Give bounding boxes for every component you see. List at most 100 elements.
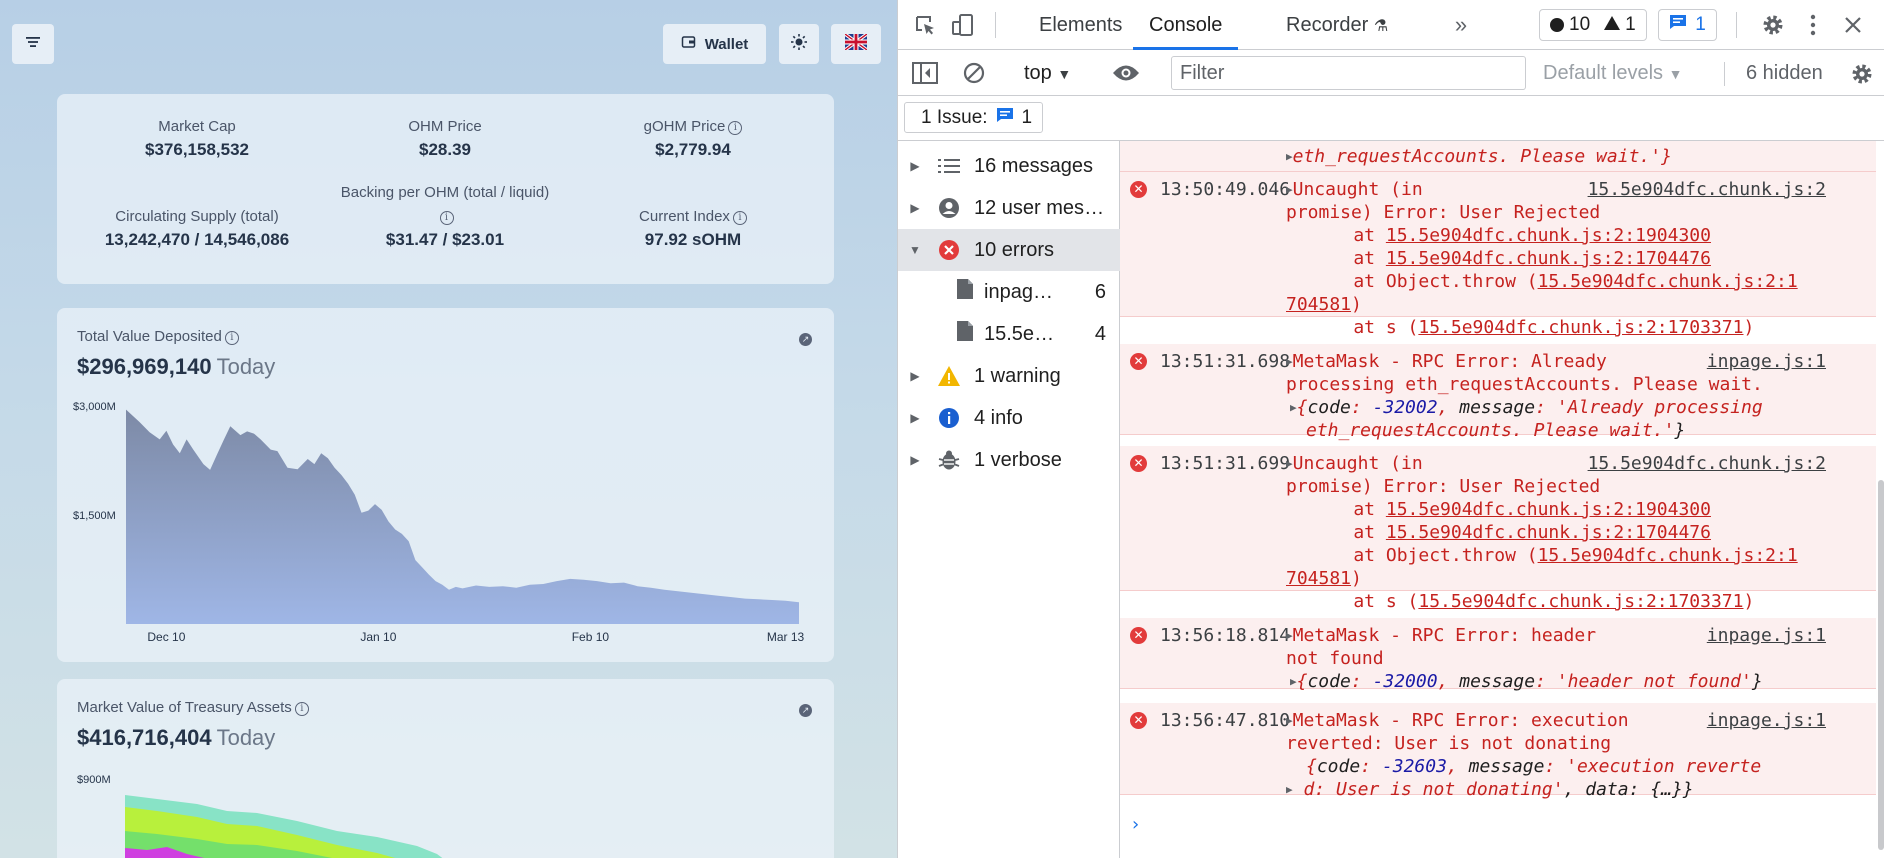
sidebar-item-messages[interactable]: ▶ 16 messages (898, 145, 1120, 187)
console-message[interactable]: ✕ 13:50:49.046 ▶Uncaught (in 15.5e904dfc… (1120, 172, 1876, 338)
source-link[interactable]: inpage.js:1 (1706, 351, 1826, 372)
stack-link[interactable]: 15.5e904dfc.chunk.js:2:1704476 (1385, 248, 1711, 269)
sidebar-toggle-icon[interactable] (912, 61, 938, 85)
message-text: MetaMask - RPC Error: execution (1292, 710, 1629, 731)
expand-arrow-icon: ▶ (910, 453, 920, 467)
warning-count-value: 1 (1625, 14, 1636, 35)
issue-count-value: 1 (1695, 14, 1706, 35)
message-text: MetaMask - RPC Error: Already (1292, 351, 1607, 372)
menu-button[interactable] (12, 24, 54, 64)
market-value-chart-card: Market Value of Treasury Assets i ↗ $416,… (57, 679, 834, 858)
stack-line: at 15.5e904dfc.chunk.js:2:1904300 (1310, 499, 1711, 520)
tab-recorder[interactable]: Recorder ⚗ (1286, 0, 1388, 50)
tab-elements[interactable]: Elements (1039, 14, 1123, 36)
stack-link[interactable]: 15.5e904dfc.chunk.js:2:1904300 (1385, 225, 1711, 246)
file-icon (956, 278, 974, 306)
console-settings-gear-icon[interactable] (1849, 61, 1875, 87)
stack-link[interactable]: 15.5e904dfc.chunk.js:2:1703371 (1418, 591, 1744, 612)
stack-link[interactable]: 15.5e904dfc.chunk.js:2:1704476 (1385, 522, 1711, 543)
console-message[interactable]: ▶eth_requestAccounts. Please wait.'} (1120, 141, 1876, 172)
message-line: not found (1286, 648, 1384, 669)
stat-label: OHM Price (408, 118, 482, 135)
issues-button[interactable]: 1 Issue: 1 (904, 102, 1044, 133)
file-count: 4 (1094, 322, 1106, 345)
stack-link[interactable]: 704581 (1286, 294, 1352, 315)
info-icon[interactable]: i (294, 702, 309, 716)
console-message[interactable]: ✕ 13:51:31.699 ▶Uncaught (in 15.5e904dfc… (1120, 446, 1876, 612)
expand-icon[interactable]: ↗ (799, 333, 812, 346)
console-message[interactable]: ✕ 13:51:31.698 ▶MetaMask - RPC Error: Al… (1120, 344, 1876, 441)
info-icon[interactable]: i (728, 121, 743, 135)
timestamp: 13:50:49.046 (1160, 179, 1291, 200)
stack-link[interactable]: 15.5e904dfc.chunk.js:2:1 (1537, 545, 1798, 566)
stack-link[interactable]: 15.5e904dfc.chunk.js:2:1904300 (1385, 499, 1711, 520)
dropdown-arrow-icon: ▼ (1057, 66, 1072, 82)
sidebar-item-label: 1 verbose (974, 448, 1062, 471)
chart-title: Market Value of Treasury Assets (77, 699, 292, 716)
more-tabs-icon[interactable]: » (1454, 12, 1468, 37)
stack-link[interactable]: 15.5e904dfc.chunk.js:2:1703371 (1418, 317, 1744, 338)
stack-line: at 15.5e904dfc.chunk.js:2:1904300 (1310, 225, 1711, 246)
theme-toggle-button[interactable] (779, 24, 819, 64)
console-scrollbar[interactable] (1878, 480, 1884, 850)
flask-icon: ⚗ (1373, 18, 1389, 35)
live-expression-eye-icon[interactable] (1112, 61, 1140, 85)
error-message: 'Already processing (1556, 397, 1763, 418)
source-link[interactable]: inpage.js:1 (1706, 710, 1826, 731)
filter-input[interactable] (1171, 56, 1526, 90)
sidebar-file-inpage[interactable]: inpage.js 6 (898, 271, 1120, 313)
settings-gear-icon[interactable] (1760, 12, 1786, 38)
console-messages: ▶eth_requestAccounts. Please wait.'} ✕ 1… (1120, 141, 1884, 858)
sidebar-item-info[interactable]: ▶ 4 info (898, 397, 1120, 439)
message-line: ▶Uncaught (in (1286, 178, 1423, 201)
info-icon[interactable]: i (224, 331, 239, 345)
device-toolbar-icon[interactable] (950, 12, 976, 38)
stack-link[interactable]: 704581 (1286, 568, 1352, 589)
source-link[interactable]: inpage.js:1 (1706, 625, 1826, 646)
sidebar-item-verbose[interactable]: ▶ 1 verbose (898, 439, 1120, 481)
source-link[interactable]: 15.5e904dfc.chunk.js:2 (1587, 179, 1826, 200)
timestamp: 13:56:47.810 (1160, 710, 1291, 731)
stat-value: 13,242,470 / 14,546,086 (104, 230, 290, 249)
file-label: 15.5e904dfc.chunk.js (984, 322, 1058, 345)
sidebar-item-warnings[interactable]: ▶ 1 warning (898, 355, 1120, 397)
clear-console-icon[interactable] (962, 61, 986, 85)
context-selector[interactable]: top ▼ (1024, 50, 1071, 96)
console-prompt-chevron-icon[interactable]: › (1130, 814, 1141, 835)
issues-badge[interactable]: 1 (1658, 9, 1717, 41)
close-icon[interactable] (1840, 12, 1866, 38)
tab-console[interactable]: Console (1133, 0, 1239, 50)
expand-triangle-icon: ▶ (1290, 401, 1297, 414)
wallet-button[interactable]: Wallet (663, 24, 766, 64)
expand-arrow-icon: ▶ (910, 411, 920, 425)
info-icon[interactable]: i (439, 211, 454, 225)
error-icon (932, 239, 966, 261)
issue-chat-icon (996, 107, 1014, 129)
console-message[interactable]: ✕ 13:56:47.810 ▶MetaMask - RPC Error: ex… (1120, 703, 1876, 800)
more-options-icon[interactable] (1804, 12, 1822, 38)
sidebar-file-chunk[interactable]: 15.5e904dfc.chunk.js 4 (898, 313, 1120, 355)
warning-triangle-icon (1604, 14, 1621, 36)
source-link[interactable]: 15.5e904dfc.chunk.js:2 (1587, 453, 1826, 474)
stat-value: $376,158,532 (145, 140, 249, 159)
console-message[interactable]: ✕ 13:56:18.814 ▶MetaMask - RPC Error: he… (1120, 618, 1876, 692)
message-line: eth_requestAccounts. Please wait.'} (1292, 146, 1672, 167)
inspect-element-icon[interactable] (912, 12, 938, 38)
log-levels-dropdown[interactable]: Default levels ▼ (1543, 50, 1682, 96)
error-count-value: 10 (1569, 14, 1591, 35)
language-button[interactable] (831, 24, 881, 64)
expand-icon[interactable]: ↗ (799, 704, 812, 717)
stack-link[interactable]: 15.5e904dfc.chunk.js:2:1 (1537, 271, 1798, 292)
timestamp: 13:51:31.698 (1160, 351, 1291, 372)
info-icon[interactable]: i (732, 211, 747, 225)
console-sidebar: ▶ 16 messages ▶ 12 user messages ▼ 10 er… (898, 141, 1120, 858)
sidebar-item-errors[interactable]: ▼ 10 errors (898, 229, 1120, 271)
object-preview-cont: ▶ d: User is not donating', data: {…}} (1286, 779, 1694, 800)
error-message-cont: d: User is not donating' (1303, 779, 1564, 800)
console-counts[interactable]: 10 1 (1539, 9, 1647, 41)
y-tick-label: $900M (77, 774, 111, 786)
stat-label-wrap: Current Index i (563, 205, 823, 229)
error-data: {…} (1650, 779, 1683, 800)
sidebar-item-user-messages[interactable]: ▶ 12 user messages (898, 187, 1120, 229)
expand-triangle-icon: ▶ (1286, 783, 1293, 796)
